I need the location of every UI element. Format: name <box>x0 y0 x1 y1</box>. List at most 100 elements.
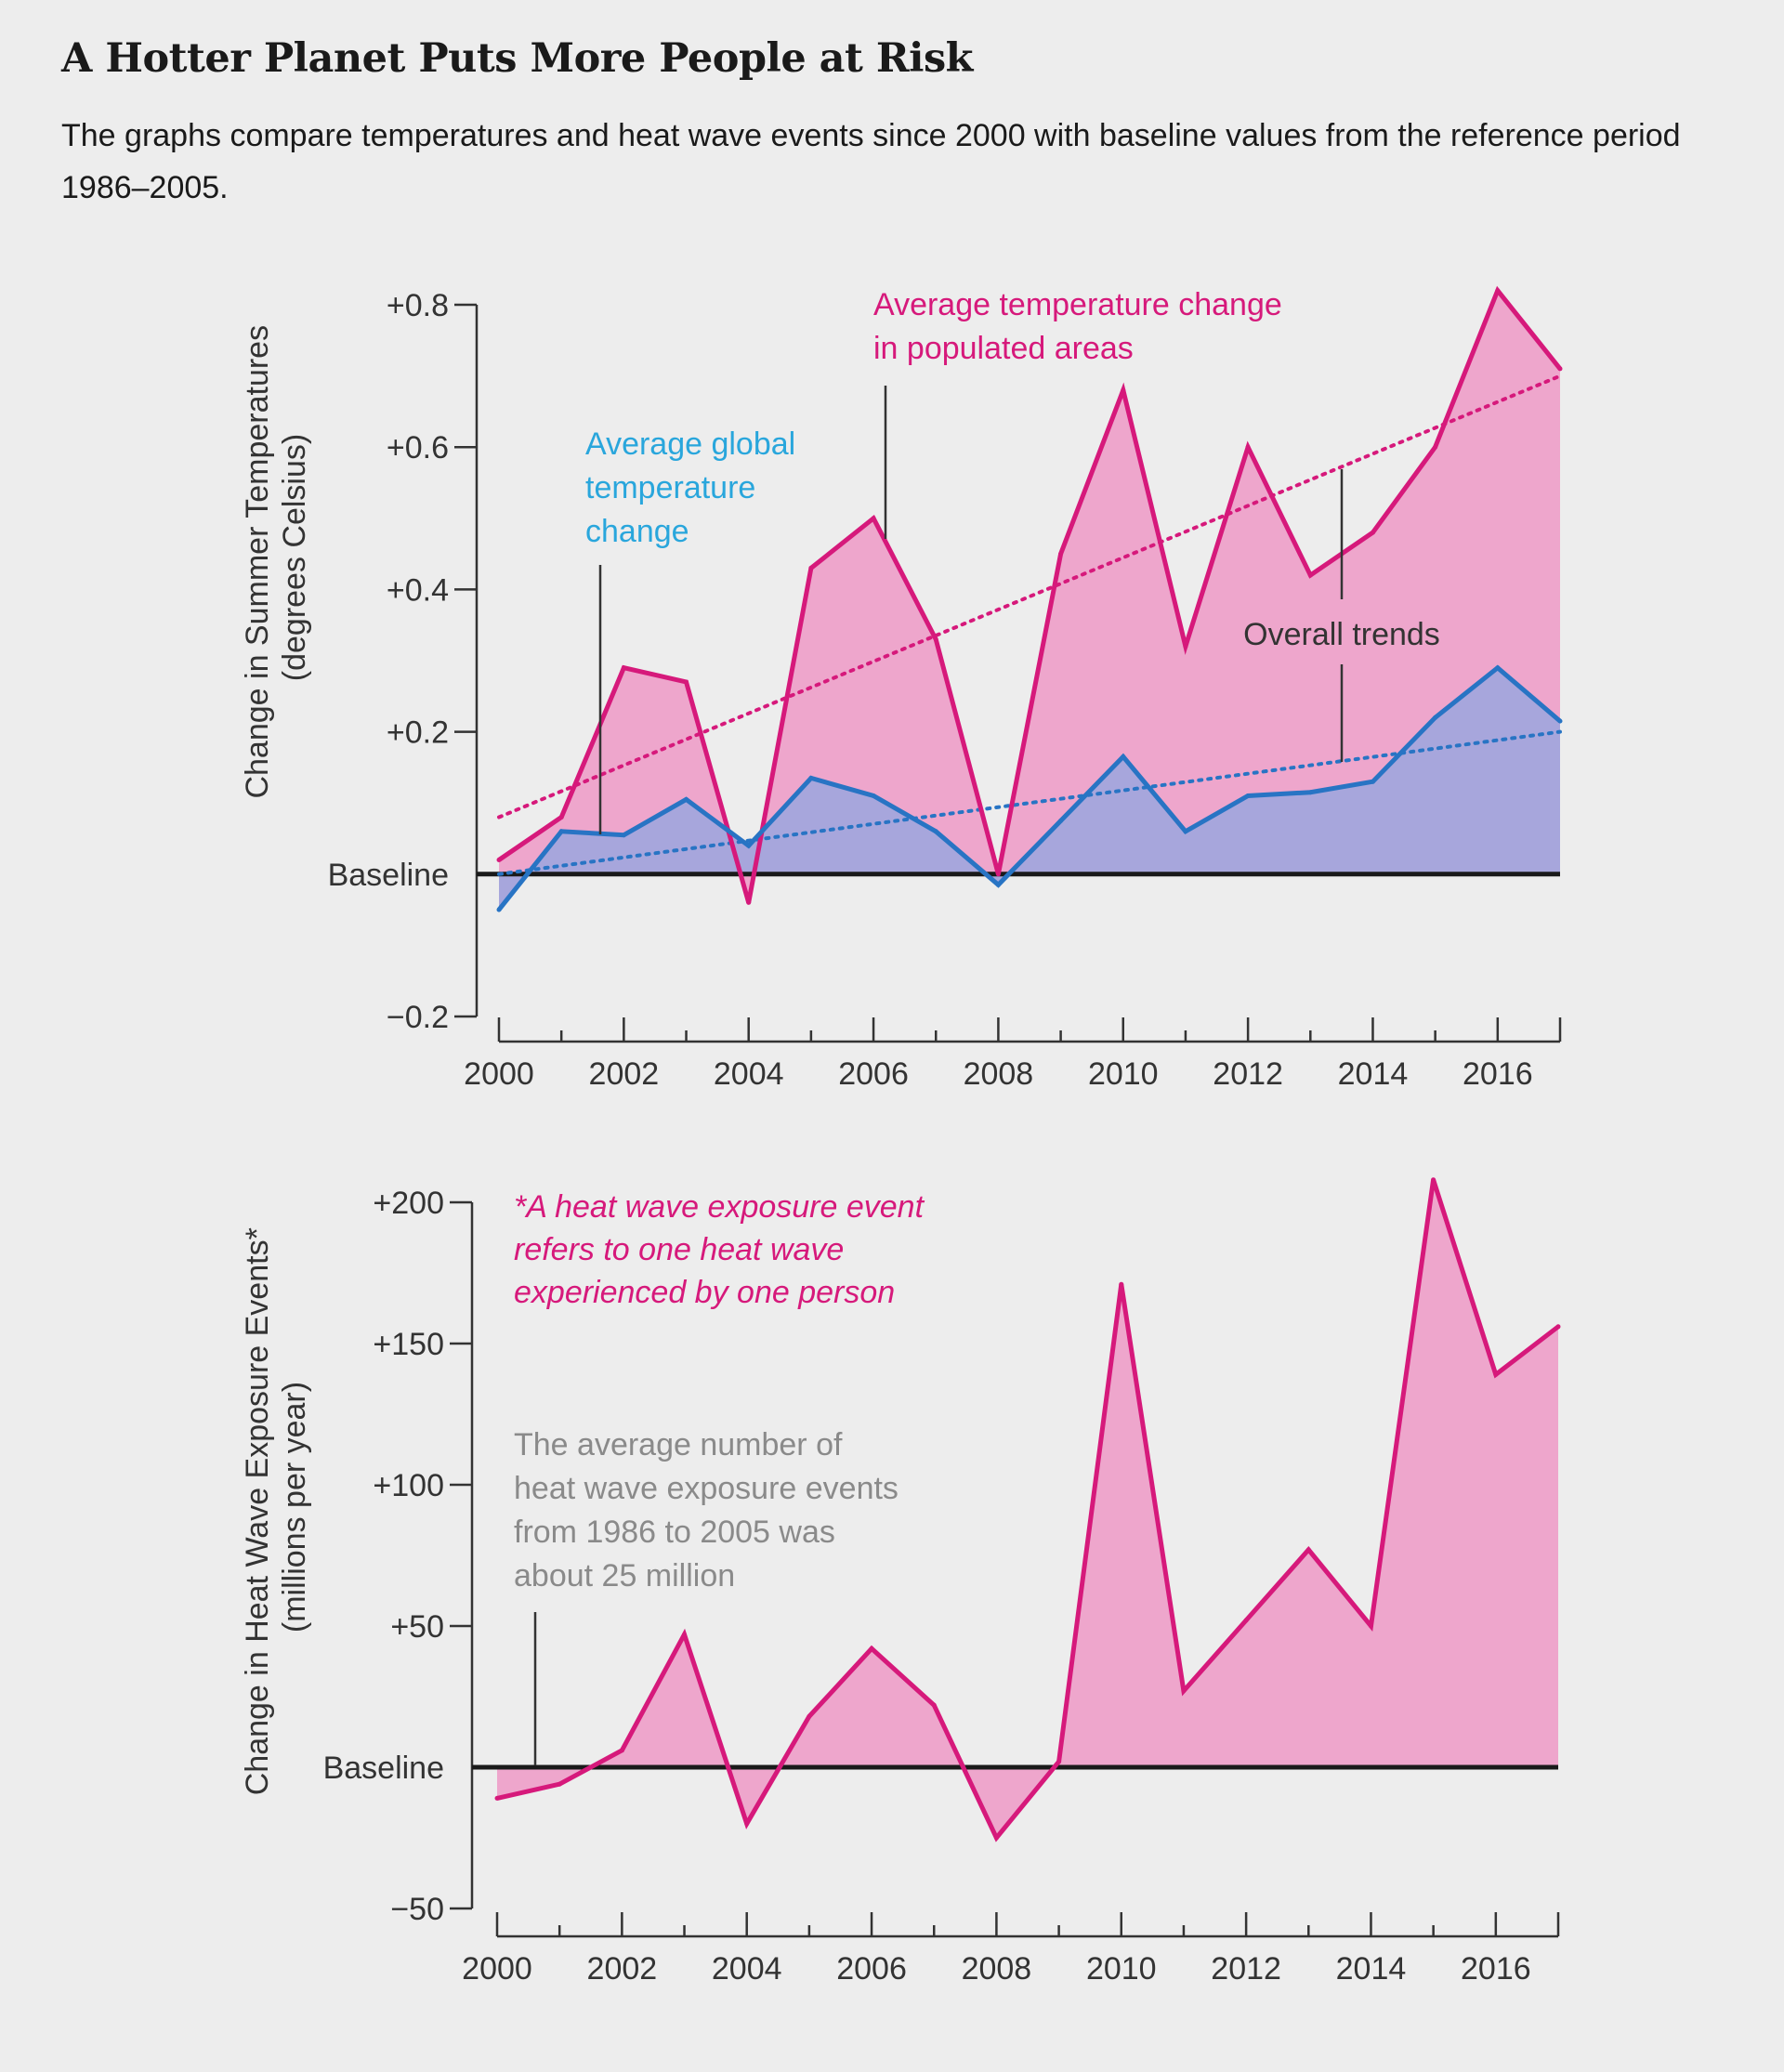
data-point <box>619 1748 624 1753</box>
y-tick-label: +100 <box>373 1468 444 1503</box>
series-line <box>497 285 1562 904</box>
x-tick-label: 2008 <box>962 1951 1032 1987</box>
baseline-label: Baseline <box>323 1751 444 1786</box>
y-tick-label: +150 <box>373 1327 444 1362</box>
data-point <box>995 872 1001 877</box>
data-point <box>1555 1324 1561 1330</box>
x-tick-label: 2014 <box>1336 1951 1407 1987</box>
data-point <box>871 516 876 521</box>
y-tick-label: +200 <box>373 1186 444 1221</box>
data-point <box>496 907 502 912</box>
x-tick-label: 2012 <box>1211 1951 1281 1987</box>
trend-line <box>497 729 1562 876</box>
note-line: *A heat wave exposure event <box>514 1189 925 1225</box>
series-line <box>496 1178 1560 1843</box>
y-tick-label: +0.2 <box>387 715 449 751</box>
data-point <box>1371 530 1375 535</box>
y-tick-label: +50 <box>390 1609 444 1645</box>
data-point <box>1121 387 1126 393</box>
note-line: The average number of <box>514 1427 843 1462</box>
x-tick-label: 2014 <box>1338 1056 1409 1092</box>
data-point <box>1307 790 1313 795</box>
data-point <box>807 1713 812 1719</box>
data-point <box>621 833 626 838</box>
data-point <box>746 843 752 848</box>
x-tick-label: 2000 <box>464 1056 534 1092</box>
series-area <box>499 290 1560 903</box>
data-point <box>496 858 502 862</box>
data-point <box>682 1632 687 1637</box>
data-point <box>931 1702 937 1708</box>
x-tick-label: 2006 <box>836 1951 907 1987</box>
data-point <box>558 815 564 820</box>
data-point <box>1431 1177 1436 1183</box>
data-point <box>1245 444 1251 450</box>
data-point <box>746 899 752 905</box>
series-area <box>499 667 1560 911</box>
data-point <box>621 665 626 671</box>
data-point <box>993 1835 999 1841</box>
y-tick-label: −0.2 <box>387 1000 449 1035</box>
page-title: A Hotter Planet Puts More People at Risk <box>61 35 973 82</box>
x-tick-label: 2010 <box>1088 1056 1159 1092</box>
data-point <box>995 882 1001 887</box>
data-point <box>1119 1281 1124 1287</box>
heat-wave-chart: −50 Baseline +50 +100 +150 +200 2000 2002 2004 2… <box>240 1177 1561 1987</box>
series-label-line: temperature <box>585 470 755 505</box>
y-tick-label: −50 <box>390 1892 444 1927</box>
average-note: The average number of heat wave exposure… <box>514 1427 907 1593</box>
series-label-line: Average temperature change <box>873 287 1282 322</box>
note-line: experienced by one person <box>514 1275 895 1310</box>
y-axis-label-line: Change in Summer Temperatures <box>240 325 275 799</box>
data-point <box>1181 1688 1187 1694</box>
data-point <box>871 793 876 798</box>
note-line: about 25 million <box>514 1558 735 1593</box>
baseline-label: Baseline <box>328 858 449 893</box>
series-label-global: Average global temperature change <box>585 426 805 549</box>
y-tick-label: +0.4 <box>387 572 449 608</box>
note-line: heat wave exposure events <box>514 1471 899 1506</box>
data-point <box>1245 793 1251 798</box>
data-point <box>1243 1618 1249 1623</box>
note-line: refers to one heat wave <box>514 1232 844 1267</box>
data-point <box>808 775 814 780</box>
data-point <box>1557 366 1563 372</box>
data-point <box>1433 444 1438 450</box>
data-point <box>1305 1547 1311 1553</box>
x-tick-label: 2012 <box>1213 1056 1283 1092</box>
trend-line <box>497 374 1562 820</box>
overall-trends-label: Overall trends <box>1243 617 1440 652</box>
data-point <box>869 1646 874 1651</box>
y-tick-label: +0.8 <box>387 288 449 323</box>
x-tick-label: 2000 <box>462 1951 532 1987</box>
data-point <box>1433 715 1438 720</box>
x-tick-label: 2004 <box>714 1056 784 1092</box>
x-tick-label: 2010 <box>1086 1951 1157 1987</box>
series-line <box>497 664 1562 911</box>
y-axis-label-line: (millions per year) <box>277 1382 312 1633</box>
data-point <box>557 1781 562 1787</box>
page-subtitle: The graphs compare temperatures and heat… <box>61 118 1681 205</box>
data-point <box>933 829 938 834</box>
definition-note: *A heat wave exposure event refers to on… <box>514 1189 932 1310</box>
temperature-chart: −0.2 Baseline +0.2 +0.4 +0.6 +0.8 2000 2002 200… <box>240 285 1563 1092</box>
x-tick-label: 2016 <box>1463 1056 1533 1092</box>
data-point <box>684 679 689 685</box>
data-point <box>1183 829 1188 834</box>
note-line: from 1986 to 2005 was <box>514 1515 835 1550</box>
series-label-line: in populated areas <box>873 331 1134 366</box>
data-point <box>933 636 938 642</box>
y-tick-label: +0.6 <box>387 430 449 466</box>
x-tick-label: 2006 <box>838 1056 909 1092</box>
data-point <box>684 796 689 802</box>
data-point <box>1058 551 1064 557</box>
data-point <box>1307 572 1313 578</box>
series-area <box>497 1179 1558 1838</box>
y-axis-label-line: (degrees Celsius) <box>277 434 312 681</box>
data-point <box>1495 665 1501 671</box>
x-tick-label: 2008 <box>964 1056 1034 1092</box>
data-point <box>1183 644 1188 649</box>
y-axis-label: Change in Summer Temperatures (degrees C… <box>240 316 312 798</box>
series-label-populated: Average temperature change in populated … <box>873 287 1291 366</box>
